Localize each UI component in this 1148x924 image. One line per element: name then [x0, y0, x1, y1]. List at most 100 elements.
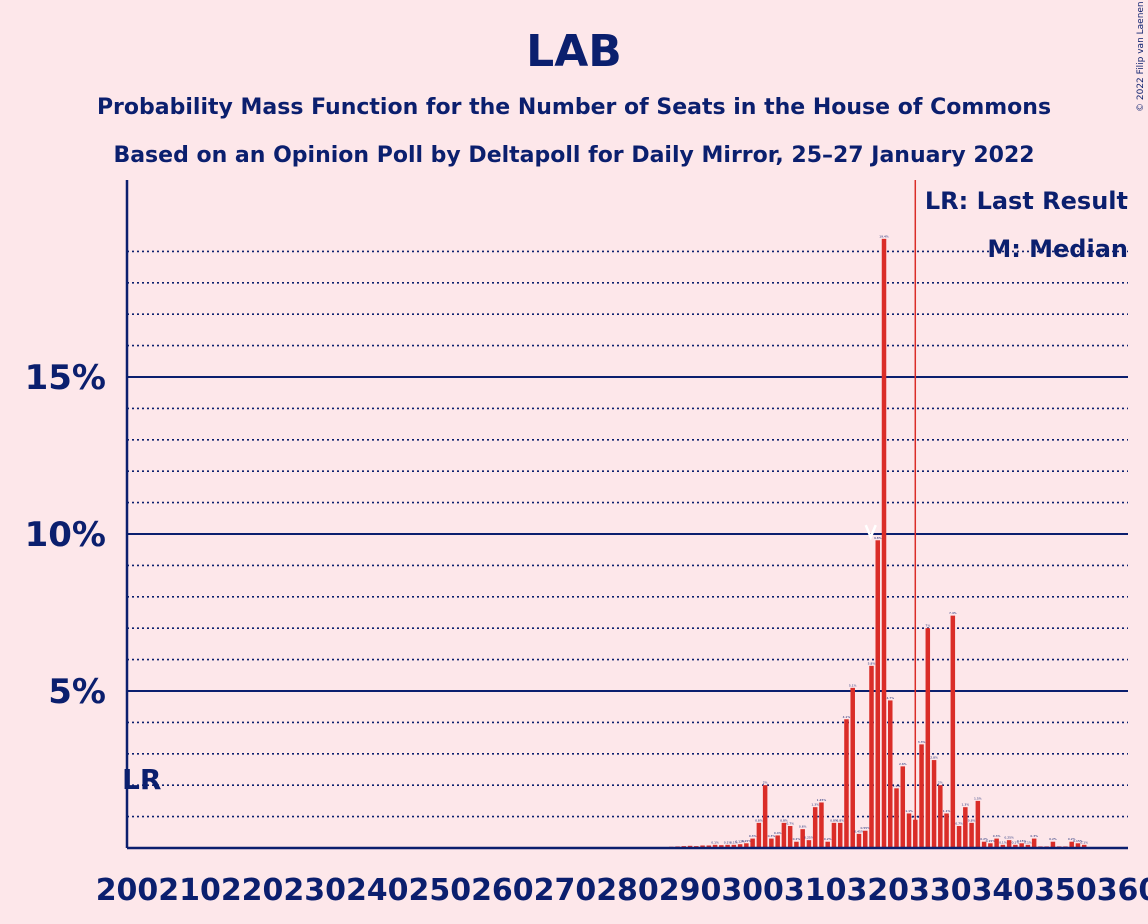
copyright: © 2022 Filip van Laenen	[1136, 1, 1146, 112]
bar-label-317: 0.45%	[854, 829, 864, 833]
x-tick-label: 360	[1097, 873, 1148, 908]
bar-303	[769, 838, 774, 848]
bar-300	[750, 838, 755, 848]
bar-298	[737, 844, 743, 848]
y-tick-labels: 5% 10% 15%	[25, 358, 106, 712]
bar-label-340: 0.1%	[999, 840, 1007, 844]
bar-301	[756, 822, 762, 848]
bar-label-303: 0.3%	[768, 834, 776, 838]
bar-label-330: 2%	[938, 781, 943, 785]
bar-305	[781, 822, 787, 848]
x-tick-label: 250	[409, 873, 472, 908]
bar-label-351: 0.2%	[1068, 837, 1076, 841]
bar-label-339: 0.3%	[993, 834, 1001, 838]
x-tick-label: 280	[596, 873, 659, 908]
x-tick-labels: 200 210 220 230 240 250 260 270 280 290 300 310 320 3…	[96, 873, 1148, 908]
bar-315	[844, 719, 849, 848]
bar-label-327: 3.3%	[918, 740, 926, 744]
bar-307	[794, 841, 799, 848]
axes	[125, 180, 1128, 850]
bar-304	[775, 835, 780, 848]
bar-330	[938, 785, 943, 848]
bar-322	[888, 700, 893, 848]
bar-label-320: 9.8%	[874, 536, 882, 540]
x-tick-label: 200	[96, 873, 159, 908]
bar-label-297: 0.1%	[730, 840, 738, 844]
bar-339	[994, 838, 999, 848]
x-tick-label: 260	[471, 873, 534, 908]
bar-label-309: 0.25%	[804, 836, 814, 840]
bar-label-318: 0.55%	[860, 826, 870, 830]
bar-319	[869, 665, 874, 848]
bar-label-345: 0.3%	[1030, 834, 1038, 838]
bar-label-342: 0.1%	[1012, 840, 1020, 844]
x-tick-label: 270	[534, 873, 597, 908]
bar-309	[806, 840, 812, 848]
bar-label-337: 0.2%	[980, 837, 988, 841]
bar-343	[1019, 843, 1024, 848]
legend-last-result: LR: Last Result	[925, 187, 1128, 215]
bar-label-324: 2.6%	[899, 762, 907, 766]
bar-label-304: 0.4%	[774, 831, 782, 835]
chart-title: LAB	[526, 26, 622, 77]
bar-311	[819, 802, 824, 848]
bar-333	[956, 826, 962, 848]
bar-label-336: 1.5%	[974, 796, 982, 800]
bar-label-321: 19.4%	[879, 234, 889, 238]
bar-label-314: 0.8%	[836, 818, 844, 822]
bar-label-316: 5.1%	[849, 683, 857, 687]
bar-label-313: 0.8%	[830, 818, 838, 822]
bar-352	[1075, 843, 1081, 848]
bar-label-332: 7.4%	[949, 611, 957, 615]
bar-345	[1031, 838, 1037, 848]
bar-314	[837, 822, 843, 848]
bar-323	[894, 788, 899, 848]
bar-344	[1025, 844, 1031, 848]
bar-332	[950, 615, 956, 848]
bar-310	[812, 807, 818, 848]
bar-328	[925, 628, 931, 848]
bar-label-311: 1.45%	[817, 798, 827, 802]
bar-293	[706, 845, 712, 848]
x-tick-label: 330	[909, 873, 972, 908]
bar-294	[712, 844, 718, 848]
bar-318	[862, 830, 868, 848]
bar-341	[1006, 840, 1012, 848]
bar-335	[969, 822, 974, 848]
bar-337	[981, 841, 987, 848]
legend-median: M: Median	[987, 235, 1128, 263]
bar-label-299: 0.15%	[742, 839, 752, 843]
bar-295	[719, 845, 724, 848]
x-tick-label: 310	[784, 873, 847, 908]
bar-label-329: 2.8%	[930, 756, 938, 760]
bar-label-353: 0.1%	[1080, 840, 1088, 844]
bar-329	[931, 760, 937, 848]
y-tick-label: 15%	[25, 358, 106, 398]
bar-label-341: 0.25%	[1004, 836, 1014, 840]
x-tick-label: 300	[721, 873, 784, 908]
bar-334	[963, 807, 968, 848]
x-tick-label: 350	[1034, 873, 1097, 908]
chart-subtitle-2: Based on an Opinion Poll by Deltapoll fo…	[113, 143, 1034, 168]
x-tick-label: 220	[221, 873, 284, 908]
bar-label-300: 0.3%	[749, 834, 757, 838]
bar-302	[762, 785, 768, 848]
bar-label-296: 0.1%	[724, 840, 732, 844]
bar-label-294: 0.1%	[711, 840, 719, 844]
bar-label-335: 0.8%	[968, 818, 976, 822]
bar-336	[975, 800, 981, 848]
bar-327	[919, 744, 924, 848]
x-tick-label: 240	[346, 873, 409, 908]
bar-342	[1013, 844, 1018, 848]
bar-308	[800, 829, 805, 848]
bar-label-315: 4.1%	[843, 715, 851, 719]
bar-label-322: 4.7%	[886, 696, 894, 700]
bar-351	[1069, 841, 1074, 848]
bar-label-344: 0.1%	[1024, 840, 1032, 844]
bar-label-338: 0.15%	[986, 839, 996, 843]
chart-subtitle: Probability Mass Function for the Number…	[97, 95, 1051, 120]
bar-331	[944, 813, 949, 848]
bar-label-334: 1.3%	[962, 803, 970, 807]
x-tick-label: 210	[158, 873, 221, 908]
x-tick-label: 230	[283, 873, 346, 908]
